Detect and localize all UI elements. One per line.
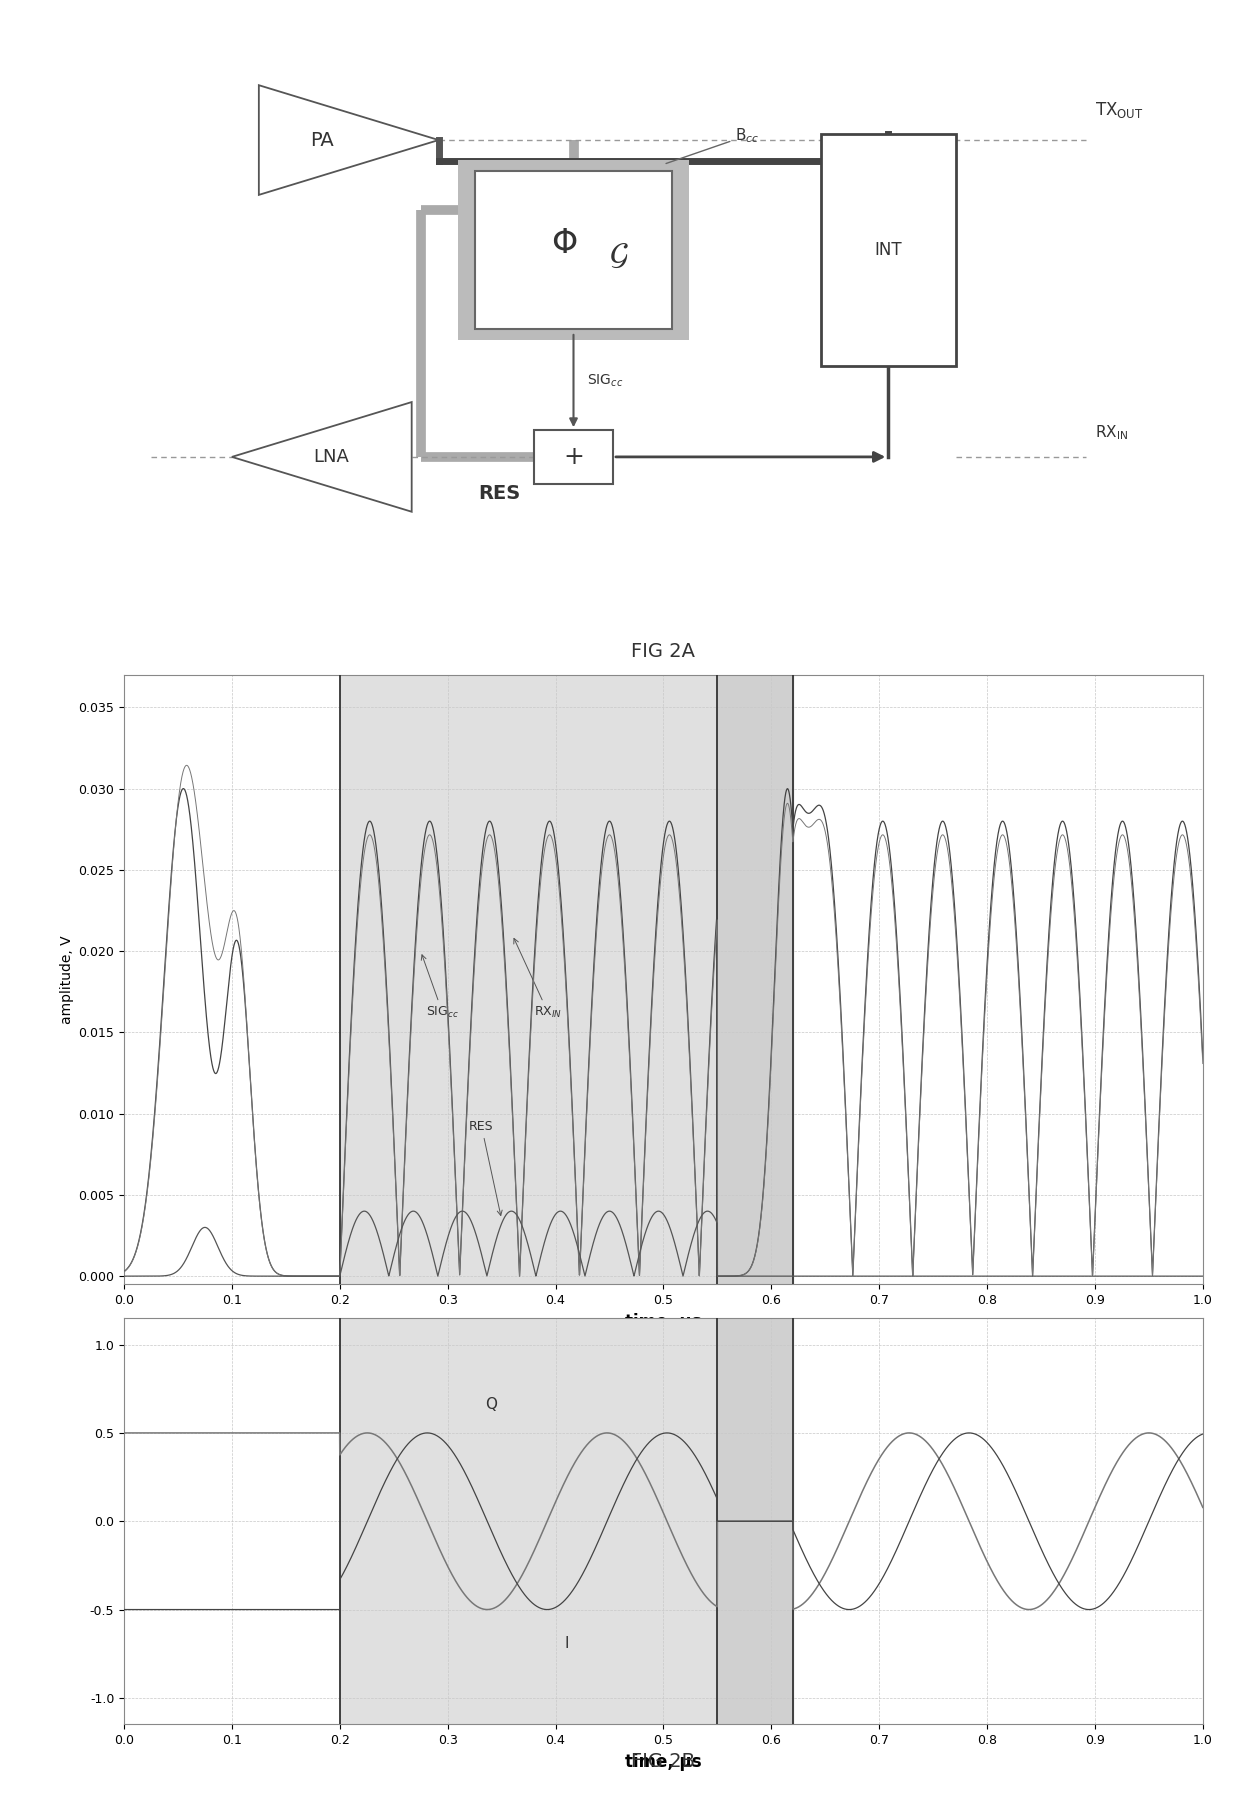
Bar (340, 1317, 717, 1724)
Bar (717, 1317, 792, 1724)
Text: I: I (564, 1635, 569, 1652)
FancyBboxPatch shape (459, 160, 688, 340)
Text: RES: RES (479, 483, 521, 503)
Text: B$_{cc}$: B$_{cc}$ (666, 125, 760, 164)
Text: LNA: LNA (312, 449, 348, 465)
Text: RX$_{\mathsf{IN}}$: RX$_{\mathsf{IN}}$ (1095, 423, 1128, 442)
Bar (717, 674, 792, 1285)
Text: TX$_{\mathsf{OUT}}$: TX$_{\mathsf{OUT}}$ (1095, 100, 1143, 120)
Bar (340, 674, 717, 1285)
Polygon shape (259, 85, 439, 194)
Text: FIG 2A: FIG 2A (631, 641, 696, 661)
Text: RES: RES (469, 1119, 502, 1216)
FancyBboxPatch shape (475, 171, 672, 329)
Text: PA: PA (310, 131, 334, 149)
X-axis label: time, μs: time, μs (625, 1753, 702, 1770)
Text: RX$_{IN}$: RX$_{IN}$ (513, 938, 562, 1021)
Text: SIG$_{cc}$: SIG$_{cc}$ (422, 954, 459, 1021)
X-axis label: time, μs: time, μs (625, 1312, 702, 1330)
Text: FIG 2B: FIG 2B (631, 1752, 696, 1772)
Text: SIG$_{cc}$: SIG$_{cc}$ (587, 372, 624, 389)
Y-axis label: amplitude, V: amplitude, V (60, 936, 74, 1025)
Text: $\it{\Phi}$: $\it{\Phi}$ (552, 227, 578, 260)
Text: INT: INT (874, 240, 901, 258)
FancyBboxPatch shape (534, 431, 613, 483)
Text: Q: Q (485, 1397, 497, 1412)
Text: +: + (563, 445, 584, 469)
Polygon shape (232, 402, 412, 512)
Text: $\mathcal{G}$: $\mathcal{G}$ (609, 242, 629, 271)
FancyBboxPatch shape (821, 134, 956, 365)
